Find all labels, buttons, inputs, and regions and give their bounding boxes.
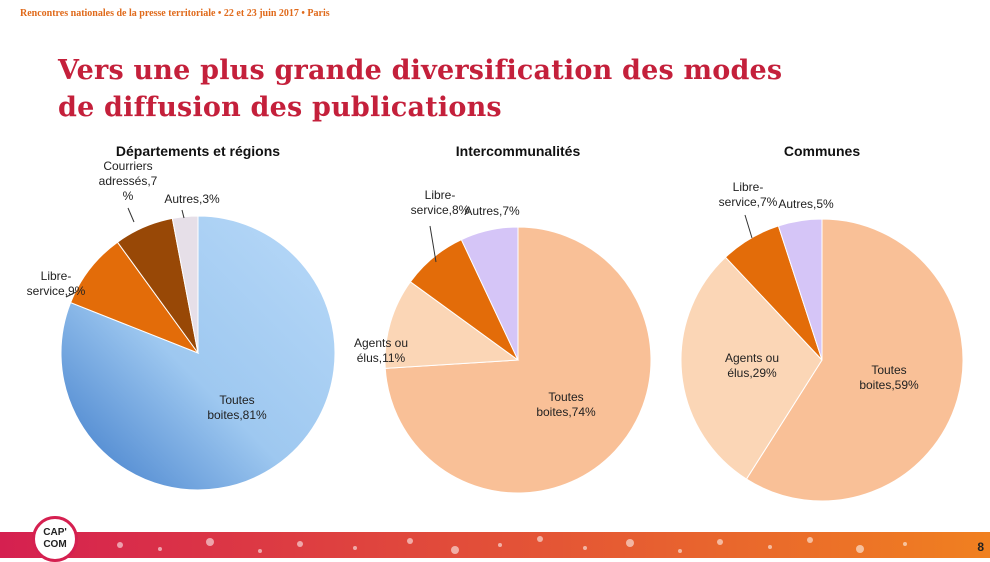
- pie-slice-intercommunalites-autres: [460, 226, 519, 361]
- capcom-logo: CAP' COM: [32, 516, 78, 562]
- pie-label-departements-et-regions-autres: Autres,3%: [164, 192, 220, 206]
- pie-title-communes: Communes: [784, 143, 860, 159]
- leader-line-departements-et-regions-courriers-adresses: [127, 207, 135, 223]
- pie-label-intercommunalites-agents-ou-elus: Agents ou élus,11%: [354, 336, 408, 365]
- pie-intercommunalites: Intercommunalités Toutes boites,74% Agents …: [354, 143, 652, 494]
- event-header: Rencontres nationales de la presse terri…: [20, 8, 330, 19]
- pie-title-intercommunalites: Intercommunalités: [456, 143, 581, 159]
- pie-label-intercommunalites-autres: Autres,7%: [464, 204, 520, 218]
- pie-label-communes-toutes-boites: Toutes boites,59%: [859, 363, 919, 392]
- pie-slice-intercommunalites-agents-ou-elus: [384, 281, 520, 369]
- pie-label-departements-et-regions-courriers-adresses: Courriers adressés,7%: [99, 159, 158, 203]
- slide-title: Vers une plus grande diversification des…: [58, 52, 818, 126]
- pie-label-intercommunalites-libre-service: Libre-service,8%: [411, 188, 470, 217]
- pie-label-intercommunalites-toutes-boites: Toutes boites,74%: [536, 390, 596, 419]
- slide-title-line-2: de diffusion des publications: [58, 92, 502, 123]
- leader-line-departements-et-regions-libre-service: [65, 291, 77, 298]
- logo-line-1: CAP': [43, 527, 67, 538]
- pie-slice-communes-toutes-boites: [745, 218, 964, 502]
- slide-title-line-1: Vers une plus grande diversification des…: [58, 55, 783, 86]
- pie-charts: Départements et régions Toutes boites,81% L…: [27, 143, 964, 502]
- pie-label-communes-agents-ou-elus: Agents ou élus,29%: [725, 351, 779, 380]
- pie-label-departements-et-regions-libre-service: Libre-service,9%: [27, 269, 86, 298]
- pie-title-departements-et-regions: Départements et régions: [116, 143, 280, 159]
- pie-slice-communes-agents-ou-elus: [680, 256, 823, 480]
- leader-line-intercommunalites-libre-service: [429, 225, 437, 263]
- logo-line-2: COM: [43, 539, 67, 550]
- pie-slice-communes-autres: [777, 218, 823, 361]
- pie-label-communes-libre-service: Libre-service,7%: [719, 180, 778, 209]
- leader-line-communes-libre-service: [744, 214, 753, 239]
- page-number: 8: [977, 540, 984, 554]
- pie-slice-departements-et-regions-autres: [171, 215, 199, 354]
- pie-label-departements-et-regions-toutes-boites: Toutes boites,81%: [207, 393, 267, 422]
- leader-line-departements-et-regions-autres: [181, 209, 185, 219]
- footer-band: [0, 532, 990, 558]
- pie-label-communes-autres: Autres,5%: [778, 197, 834, 211]
- pie-communes: Communes Toutes boites,59% Agents ou élus,29…: [680, 143, 964, 502]
- pie-departements-et-regions: Départements et régions Toutes boites,81% L…: [27, 143, 336, 491]
